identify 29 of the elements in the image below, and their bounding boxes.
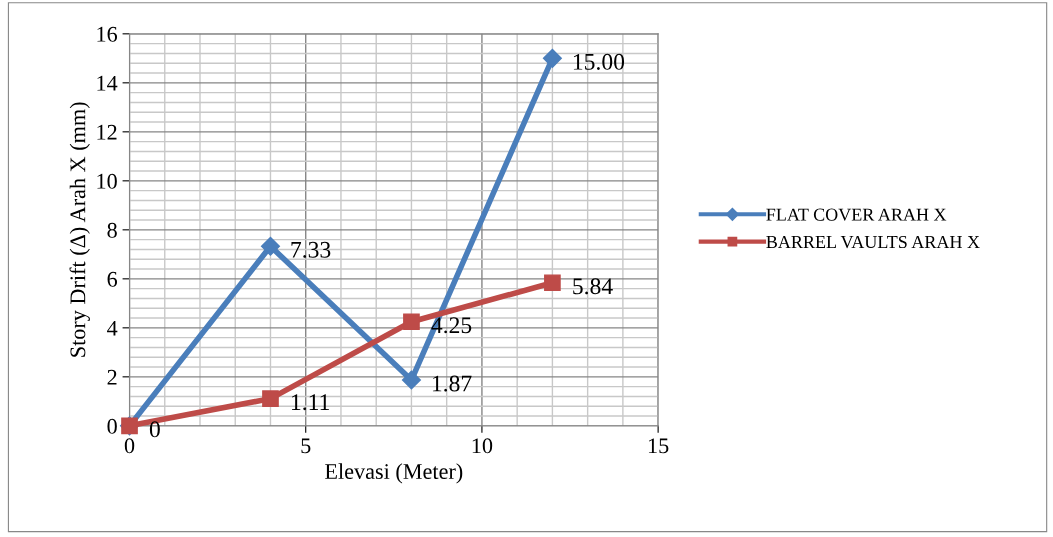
data-label: 7.33 (291, 241, 331, 258)
point (542, 48, 562, 68)
point (544, 274, 561, 292)
y-tick-label: 4 (107, 320, 118, 336)
y-tick-label: 16 (97, 26, 118, 42)
y-tick-label: 8 (107, 222, 117, 238)
y-tick-label: 0 (107, 418, 117, 434)
point (260, 236, 281, 256)
x-tick-label: 15 (648, 438, 669, 454)
y-tick-label: 2 (107, 369, 117, 385)
x-tick-label: 0 (124, 438, 135, 454)
point (403, 313, 420, 331)
y-tick-label: 12 (97, 124, 117, 140)
y-tick-label: 6 (107, 271, 118, 287)
point (262, 390, 279, 407)
x-tick-label: 5 (301, 438, 311, 454)
legend-label: BARREL VAULTS ARAH X (766, 235, 980, 249)
y-tick-label: 14 (97, 75, 118, 91)
data-label: 15.00 (573, 53, 625, 70)
y-tick-label: 10 (97, 173, 117, 189)
data-label: 0 (149, 421, 160, 438)
y-axis-title: Story Drift (Δ) Arah X (mm) (69, 102, 90, 357)
x-tick-label: 10 (472, 438, 493, 454)
point (401, 370, 421, 390)
data-label: 5.84 (573, 278, 613, 295)
x-axis-title: Elevasi (Meter) (325, 463, 463, 484)
data-label: 1.87 (432, 375, 472, 392)
data-label: 1.11 (292, 394, 329, 411)
legend-label: FLAT COVER ARAH X (766, 208, 947, 221)
